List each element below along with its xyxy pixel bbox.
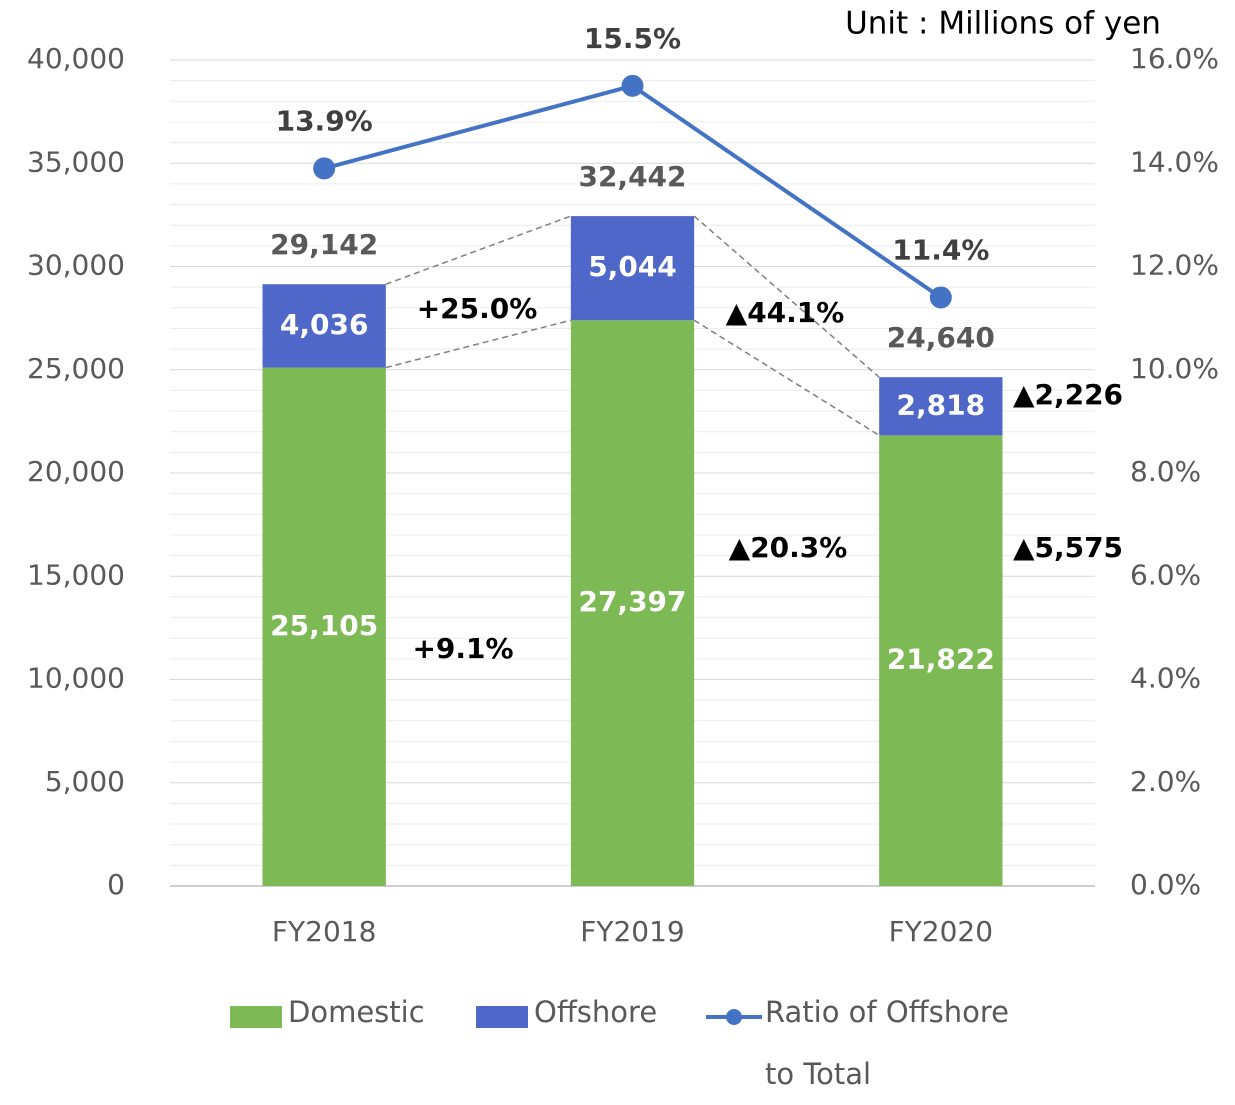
- y2-tick-label: 4.0%: [1130, 662, 1201, 695]
- bar-value-label: 25,105: [270, 609, 378, 642]
- bar-segment: [262, 284, 386, 368]
- legend-swatch: [476, 1006, 528, 1028]
- bar-value-label: 27,397: [578, 585, 686, 618]
- bar-segment: [879, 435, 1003, 886]
- line-point: [313, 157, 336, 180]
- chart-title: Unit : Millions of yen: [845, 6, 1161, 42]
- y-tick-label: 20,000: [27, 455, 125, 488]
- y2-tick-label: 12.0%: [1130, 249, 1219, 282]
- total-label: 32,442: [578, 160, 686, 193]
- bar-segment: [879, 377, 1003, 436]
- connector: [385, 319, 572, 369]
- legend-label: Offshore: [534, 995, 658, 1029]
- y-tick-label: 35,000: [27, 145, 125, 178]
- legend-swatch: [706, 1009, 762, 1025]
- line-value-label: 11.4%: [892, 233, 989, 266]
- annotation: +25.0%: [417, 292, 538, 325]
- annotation: ▲2,226: [1013, 378, 1123, 411]
- annotation: +9.1%: [412, 632, 513, 665]
- y-tick-label: 30,000: [27, 249, 125, 282]
- connector: [385, 215, 572, 285]
- connector: [693, 215, 880, 378]
- y2-tick-label: 16.0%: [1130, 42, 1219, 75]
- bar-value-label: 4,036: [280, 308, 369, 341]
- y-tick-label: 15,000: [27, 558, 125, 591]
- y2-tick-label: 2.0%: [1130, 765, 1201, 798]
- line-point: [621, 74, 644, 97]
- legend-swatch: [230, 1006, 282, 1028]
- total-label: 29,142: [270, 228, 378, 261]
- y2-tick-label: 10.0%: [1130, 352, 1219, 385]
- bar-value-label: 5,044: [588, 250, 677, 283]
- x-tick-label: FY2018: [272, 915, 376, 948]
- legend-marker: [726, 1009, 742, 1025]
- y2-tick-label: 6.0%: [1130, 558, 1201, 591]
- annotation: ▲5,575: [1013, 531, 1123, 564]
- bar-value-label: 21,822: [887, 643, 995, 676]
- y-tick-label: 0: [107, 868, 125, 901]
- legend-label: Domestic: [288, 995, 425, 1029]
- y-tick-label: 10,000: [27, 662, 125, 695]
- connector: [693, 319, 880, 437]
- line-value-label: 13.9%: [276, 104, 373, 137]
- legend: Domestic Offshore Ratio of Offshore to Tot…: [0, 990, 1235, 1091]
- y-tick-label: 5,000: [45, 765, 125, 798]
- x-tick-label: FY2019: [580, 915, 684, 948]
- bar-segment: [570, 320, 695, 886]
- legend-label: Ratio of Offshore to Total: [765, 995, 1010, 1091]
- x-tick-label: FY2020: [889, 915, 993, 948]
- annotation: ▲20.3%: [729, 531, 848, 564]
- total-label: 24,640: [887, 321, 995, 354]
- line-point: [929, 286, 952, 309]
- bar-value-label: 2,818: [897, 388, 986, 421]
- y-tick-label: 25,000: [27, 352, 125, 385]
- line-value-label: 15.5%: [584, 22, 681, 55]
- y2-tick-label: 0.0%: [1130, 868, 1201, 901]
- bar-segment: [262, 367, 386, 886]
- bar-segment: [570, 216, 695, 321]
- y2-tick-label: 14.0%: [1130, 145, 1219, 178]
- y2-tick-label: 8.0%: [1130, 455, 1201, 488]
- y-tick-label: 40,000: [27, 42, 125, 75]
- annotation: ▲44.1%: [726, 296, 845, 329]
- legend-box: [476, 1006, 528, 1028]
- legend-box: [230, 1006, 282, 1028]
